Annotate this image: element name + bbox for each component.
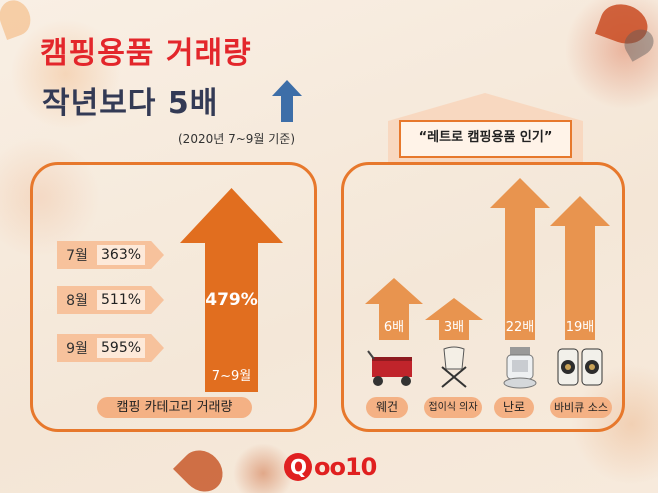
month-label: 7월 <box>66 248 88 264</box>
heater-growth-arrow <box>490 178 550 340</box>
headline-line2: 작년보다 5배 <box>42 86 219 121</box>
chair-growth-arrow <box>425 298 483 340</box>
heater-icon <box>503 347 537 389</box>
wagon-label: 웨건 <box>366 397 408 418</box>
qoo10-logo-mark: Q <box>284 453 312 481</box>
bbq-sauce-multiplier: 19배 <box>565 320 595 335</box>
qoo10-logo-text: oo10 <box>314 453 377 481</box>
total-growth-period: 7~9월 <box>211 369 252 384</box>
month-pct: 511% <box>97 290 146 310</box>
basis-note: (2020년 7~9월 기준) <box>178 132 296 146</box>
month-tag-september: 9월 595% <box>57 334 164 362</box>
wagon-multiplier: 6배 <box>383 320 405 335</box>
banner-roof <box>388 93 583 165</box>
month-label: 8월 <box>66 293 88 309</box>
heater-label: 난로 <box>494 397 534 418</box>
folding-chair-icon <box>441 346 467 388</box>
month-tag-july: 7월 363% <box>57 241 164 269</box>
up-arrow-icon <box>272 80 302 122</box>
month-pct: 595% <box>97 338 146 358</box>
total-growth-pct: 479% <box>205 290 258 310</box>
qoo10-logo: Q oo10 <box>284 452 377 482</box>
chair-label: 접이식 의자 <box>424 397 482 418</box>
heater-multiplier: 22배 <box>505 320 535 335</box>
category-label: 캠핑 카테고리 거래량 <box>97 397 252 418</box>
total-growth-arrow <box>180 188 283 392</box>
retro-banner: “레트로 캠핑용품 인기” <box>418 130 553 145</box>
month-pct: 363% <box>97 245 146 265</box>
wagon-icon <box>367 350 412 386</box>
bbq-sauce-icon <box>557 348 603 386</box>
bbq-sauce-label: 바비큐 소스 <box>550 397 612 418</box>
bbq-sauce-growth-arrow <box>550 196 610 340</box>
wagon-growth-arrow <box>365 278 423 340</box>
chair-multiplier: 3배 <box>443 320 465 335</box>
month-tag-august: 8월 511% <box>57 286 164 314</box>
month-label: 9월 <box>66 341 88 357</box>
headline-line1: 캠핑용품 거래량 <box>40 36 252 71</box>
